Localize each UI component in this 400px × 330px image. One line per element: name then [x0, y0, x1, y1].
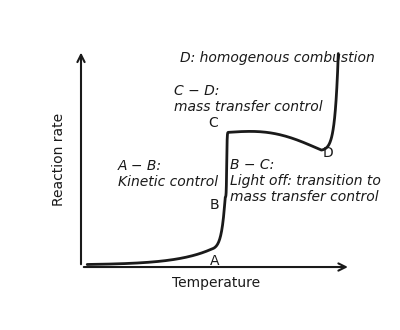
- Text: A: A: [210, 254, 219, 268]
- Text: D: D: [323, 146, 334, 160]
- Text: B − C:
Light off: transition to
mass transfer control: B − C: Light off: transition to mass tra…: [230, 158, 381, 204]
- Text: A − B:
Kinetic control: A − B: Kinetic control: [118, 159, 218, 189]
- Text: C − D:
mass transfer control: C − D: mass transfer control: [174, 84, 323, 114]
- Text: D: homogenous combustion: D: homogenous combustion: [180, 51, 375, 65]
- Text: Reaction rate: Reaction rate: [52, 113, 66, 206]
- Text: B: B: [209, 198, 219, 213]
- Text: Temperature: Temperature: [172, 276, 260, 290]
- Text: C: C: [208, 116, 218, 130]
